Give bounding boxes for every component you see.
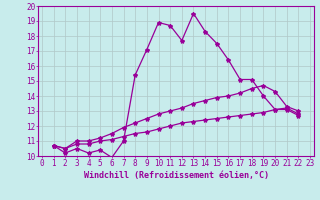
X-axis label: Windchill (Refroidissement éolien,°C): Windchill (Refroidissement éolien,°C) [84,171,268,180]
